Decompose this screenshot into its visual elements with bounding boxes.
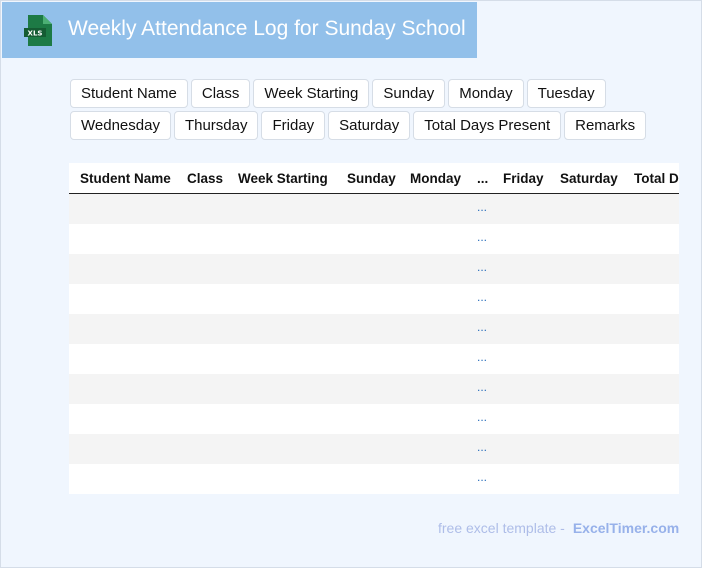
ellipsis-cell: ... [477,290,488,304]
table-header: Student Name Class Week Starting Sunday Mond… [69,163,679,194]
column-chip[interactable]: Saturday [328,111,411,140]
attendance-table: Student Name Class Week Starting Sunday Mond… [69,163,679,494]
column-header: Student Name [80,171,171,186]
column-chips: Student Name Class Week Starting Sunday Mond… [70,79,702,140]
column-header: Monday [410,171,462,186]
xls-file-icon: XLS [24,15,52,46]
column-chip[interactable]: Monday [448,79,524,108]
table-row: ... [69,224,679,254]
page-title: Weekly Attendance Log for Sunday School [68,17,466,40]
title-banner: XLS Weekly Attendance Log for Sunday Sch… [2,2,477,58]
footer: free excel template - ExcelTimer.com [438,520,679,536]
ellipsis-cell: ... [477,410,488,424]
table-row: ... [69,344,679,374]
column-chip[interactable]: Friday [261,111,326,140]
column-header: Friday [503,171,544,186]
column-chip[interactable]: Class [190,79,251,108]
svg-text:XLS: XLS [28,30,43,38]
table-row: ... [69,374,679,404]
column-chip[interactable]: Thursday [173,111,259,140]
table-row: ... [69,284,679,314]
column-header: Class [187,171,224,186]
ellipsis-cell: ... [477,320,488,334]
table-row: ... [69,254,679,284]
column-chip[interactable]: Tuesday [526,79,606,108]
table-row: ... [69,404,679,434]
column-header: Sunday [347,171,396,186]
column-chip[interactable]: Student Name [70,79,188,108]
ellipsis-cell: ... [477,350,488,364]
ellipsis-cell: ... [477,200,488,214]
table-row: ... [69,464,679,494]
ellipsis-cell: ... [477,470,488,484]
column-chip[interactable]: Week Starting [253,79,370,108]
column-header: Saturday [560,171,618,186]
footer-text: free excel template - [438,520,565,536]
ellipsis-cell: ... [477,260,488,274]
table-row: ... [69,434,679,464]
column-chip[interactable]: Wednesday [70,111,171,140]
column-chip[interactable]: Total Days Present [413,111,562,140]
column-header: Week Starting [238,171,328,186]
ellipsis-cell: ... [477,380,488,394]
table-row: ... [69,194,679,224]
table-row: ... [69,314,679,344]
column-header: ... [477,171,489,186]
column-header: Total Days Present [634,171,679,186]
column-chip[interactable]: Remarks [564,111,647,140]
ellipsis-cell: ... [477,230,488,244]
footer-brand-link[interactable]: ExcelTimer.com [572,520,680,536]
column-chip[interactable]: Sunday [372,79,446,108]
ellipsis-cell: ... [477,440,488,454]
